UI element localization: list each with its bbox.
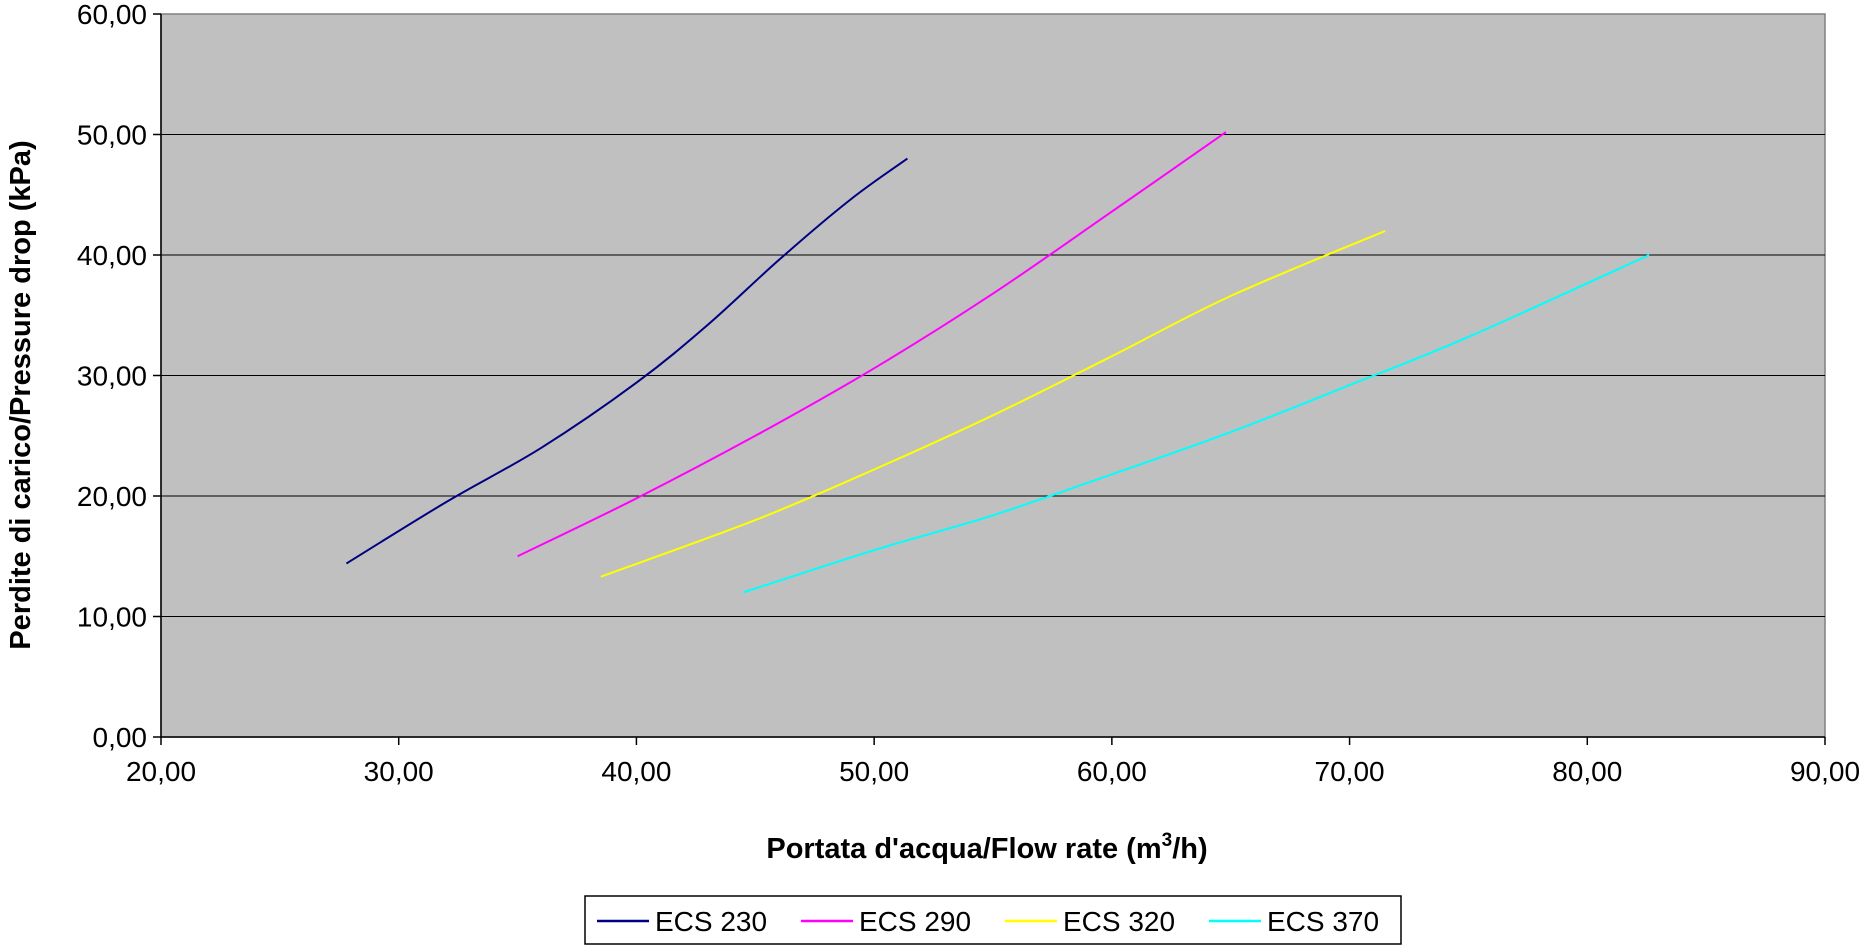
series-line-ecs-370 [743, 254, 1650, 594]
x-tick-label: 60,00 [1077, 756, 1147, 787]
legend: ECS 230 ECS 290 ECS 320 ECS 370 [584, 895, 1402, 945]
x-axis-title-main: Portata d'acqua/Flow rate (m [766, 833, 1161, 865]
legend-label-ecs-230: ECS 230 [655, 906, 767, 937]
x-tick-label: 80,00 [1552, 756, 1622, 787]
x-axis-title: Portata d'acqua/Flow rate (m3/h) [766, 830, 1207, 865]
x-tick-label: 70,00 [1315, 756, 1385, 787]
x-tick-labels: 20,00 30,00 40,00 50,00 60,00 70,00 80,00 90,00 [126, 756, 1860, 787]
legend-label-ecs-290: ECS 290 [859, 906, 971, 937]
y-axis-title: Perdite di carico/Pressure drop (kPa) [5, 140, 37, 649]
series-line-ecs-320 [600, 229, 1386, 578]
x-tick-label: 20,00 [126, 756, 196, 787]
x-tick-label: 90,00 [1790, 756, 1860, 787]
legend-label-ecs-370: ECS 370 [1267, 906, 1379, 937]
x-tick-label: 50,00 [839, 756, 909, 787]
y-tick-label: 40,00 [77, 240, 147, 271]
y-tick-label: 20,00 [77, 481, 147, 512]
y-tick-labels: 0,00 10,00 20,00 30,00 40,00 50,00 60,00 [77, 0, 147, 753]
legend-label-ecs-320: ECS 320 [1063, 906, 1175, 937]
series-line-ecs-290 [517, 131, 1227, 558]
x-tick-label: 40,00 [601, 756, 671, 787]
x-axis-title-superscript: 3 [1162, 830, 1173, 851]
y-tick-label: 30,00 [77, 361, 147, 392]
y-tick-label: 10,00 [77, 602, 147, 633]
series-lines [345, 131, 1650, 594]
x-tick-label: 30,00 [364, 756, 434, 787]
axes [153, 13, 1826, 745]
y-tick-label: 50,00 [77, 120, 147, 151]
grid-lines [161, 134, 1825, 617]
x-axis-title-tail: /h) [1172, 833, 1207, 865]
legend-box [584, 895, 1402, 945]
series-line-ecs-230 [345, 157, 908, 565]
y-tick-label: 60,00 [77, 0, 147, 30]
y-tick-label: 0,00 [93, 722, 148, 753]
